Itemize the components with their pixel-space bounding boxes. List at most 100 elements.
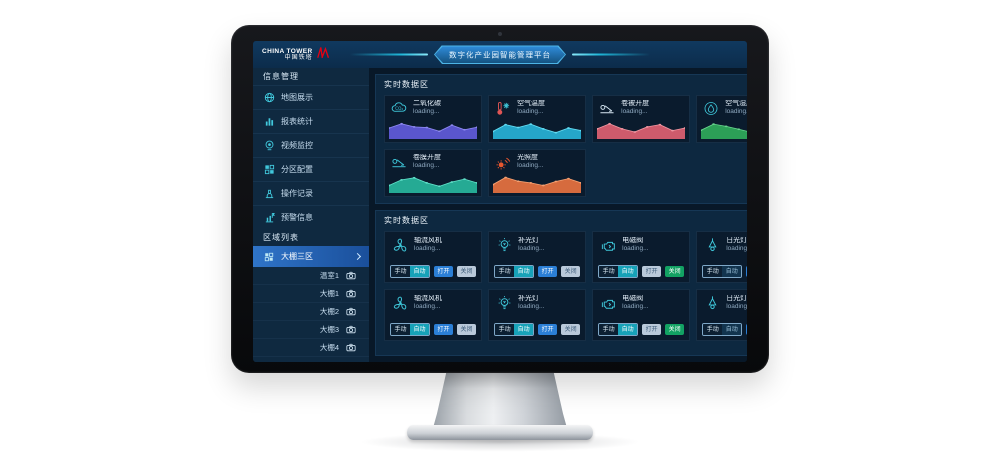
chart-title: 二氧化碳 [413,99,441,107]
co2-cloud-icon: CO₂ [389,99,409,117]
area-chart [597,118,686,139]
thermometer-icon [493,99,513,117]
open-button[interactable]: 打开 [538,266,558,277]
sidebar-item-map[interactable]: 地图展示 [253,85,369,109]
manual-button[interactable]: 手动 [391,266,411,277]
chevron-right-icon [353,252,362,261]
sidebar-item-region-selected[interactable]: 大棚三区 [253,246,369,267]
camera-icon[interactable] [346,271,356,280]
close-button[interactable]: 关闭 [561,266,581,277]
sidebar-item-label: 预警信息 [281,213,313,222]
region-item-shed4[interactable]: 大棚4 [253,339,369,357]
auto-button[interactable]: 自动 [618,324,638,335]
auto-button[interactable]: 自动 [410,266,430,277]
sidebar-item-reports[interactable]: 报表统计 [253,109,369,133]
mode-toggle: 手动 自动 [598,265,639,278]
region-label: 大棚1 [319,289,339,298]
open-button[interactable]: 打开 [538,324,558,335]
sidebar-item-zones[interactable]: 分区配置 [253,157,369,181]
sidebar-section-regions: 区域列表 [263,233,299,242]
mode-toggle: 手动 自动 [390,265,431,278]
sidebar-item-label: 报表统计 [281,117,313,126]
sidebar-item-video[interactable]: 视频监控 [253,133,369,157]
device-card: 电磁阀 loading... 手动 自动 打开 关闭 [592,231,691,283]
region-item-shed3[interactable]: 大棚3 [253,321,369,339]
open-button[interactable]: 打开 [746,266,747,277]
sidebar-item-label: 地图展示 [281,93,313,102]
device-status: loading... [622,245,649,253]
stamp-icon [263,188,275,200]
roller-blind-icon [597,99,617,117]
manual-button[interactable]: 手动 [495,266,515,277]
chart-title: 光照度 [517,153,539,161]
top-bar: CHINA TOWER 中国铁塔 数字化产业园智能管理平台 [253,41,747,68]
device-card: 轴流风机 loading... 手动 自动 打开 关闭 [384,289,483,341]
auto-button[interactable]: 自动 [722,324,742,335]
region-item-shed1[interactable]: 大棚1 [253,285,369,303]
close-button[interactable]: 关闭 [665,324,685,335]
camera-icon[interactable] [346,343,356,352]
bulb-icon [494,294,514,312]
mode-toggle: 手动 自动 [390,323,431,336]
open-button[interactable]: 打开 [434,324,454,335]
grid-icon [263,251,275,263]
camera-icon[interactable] [346,289,356,298]
sidebar-item-records[interactable]: 操作记录 [253,181,369,205]
manual-button[interactable]: 手动 [703,324,723,335]
manual-button[interactable]: 手动 [391,324,411,335]
device-card: 日光灯 loading... 手动 自动 打开 关闭 [696,231,747,283]
region-label: 大棚3 [319,325,339,334]
mode-toggle: 手动 自动 [702,265,743,278]
manual-button[interactable]: 手动 [495,324,515,335]
close-button[interactable]: 关闭 [561,324,581,335]
device-status: loading... [726,245,747,253]
open-button[interactable]: 打开 [434,266,454,277]
auto-button[interactable]: 自动 [410,324,430,335]
header-decor-line-left [350,53,428,56]
bar-chart-icon [263,116,275,128]
tower-icon [316,46,330,64]
auto-button[interactable]: 自动 [722,266,742,277]
camera-icon[interactable] [346,307,356,316]
fan-icon [390,294,410,312]
chart-card: 卷膜开度 loading... [384,149,483,197]
chart-card: CO₂ 二氧化碳 loading... [384,95,483,143]
sidebar: 信息管理 地图展示 报表统计 [253,68,369,362]
auto-button[interactable]: 自动 [514,324,534,335]
open-button[interactable]: 打开 [642,324,662,335]
globe-icon [263,92,275,104]
monitor-bezel: CHINA TOWER 中国铁塔 数字化产业园智能管理平台 [231,25,769,373]
close-button[interactable]: 关闭 [457,266,477,277]
region-item-greenhouse1[interactable]: 温室1 [253,267,369,285]
webcam-dot [498,32,502,36]
device-status: loading... [518,245,545,253]
mode-toggle: 手动 自动 [494,323,535,336]
camera-icon[interactable] [346,325,356,334]
auto-button[interactable]: 自动 [514,266,534,277]
device-status: loading... [414,245,441,253]
chart-status: loading... [725,108,747,116]
close-button[interactable]: 关闭 [457,324,477,335]
manual-button[interactable]: 手动 [599,324,619,335]
open-button[interactable]: 打开 [746,324,747,335]
area-chart [389,118,478,139]
manual-button[interactable]: 手动 [599,266,619,277]
sun-rays-icon [493,153,513,171]
manual-button[interactable]: 手动 [703,266,723,277]
device-title: 轴流风机 [414,236,442,244]
auto-button[interactable]: 自动 [618,266,638,277]
region-item-shed2[interactable]: 大棚2 [253,303,369,321]
bulb-icon [494,236,514,254]
chart-title: 卷膜开度 [413,153,441,161]
open-button[interactable]: 打开 [642,266,662,277]
alert-chart-icon [263,212,275,224]
monitor-stand-neck [433,366,567,432]
svg-text:CO₂: CO₂ [395,105,403,110]
region-label: 温室1 [319,271,339,280]
sidebar-item-alerts[interactable]: 预警信息 [253,205,369,229]
close-button[interactable]: 关闭 [665,266,685,277]
mode-toggle: 手动 自动 [494,265,535,278]
realtime-devices-panel: 实时数据区 轴流风机 loading... 手动 自动 [375,210,747,356]
realtime-charts-panel: 实时数据区 [375,74,747,204]
chart-card: 空气温度 loading... [488,95,587,143]
